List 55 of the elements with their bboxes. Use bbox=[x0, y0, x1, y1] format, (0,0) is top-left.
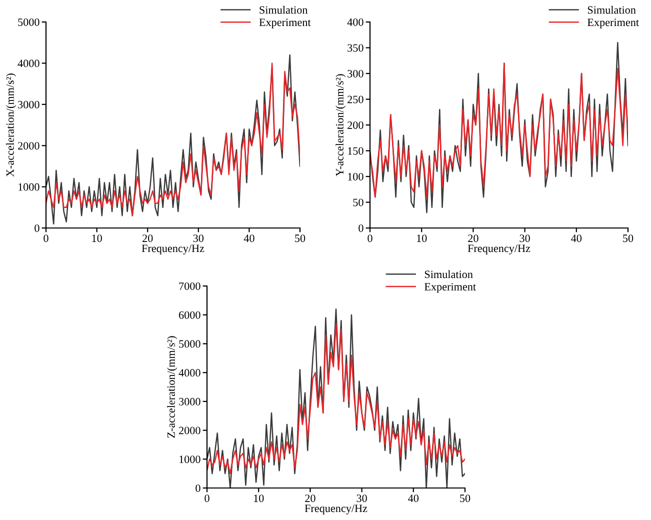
y-tick-label: 400 bbox=[347, 18, 364, 26]
y-tick-label: 350 bbox=[348, 44, 364, 52]
y-tick-label: 5000 bbox=[18, 18, 40, 26]
y-tick-label: 0 bbox=[196, 484, 200, 492]
line-series bbox=[207, 322, 465, 474]
y-tick-label: 2000 bbox=[18, 142, 40, 150]
y-tick-label: 100 bbox=[348, 172, 364, 180]
y-tick-label: 6000 bbox=[179, 311, 200, 319]
x-tick-label: 0 bbox=[44, 234, 48, 242]
legend-label: Experiment bbox=[259, 18, 311, 28]
x-tick-label: 40 bbox=[408, 494, 419, 502]
x-tick-label: 20 bbox=[305, 494, 316, 502]
y-tick-label: 3000 bbox=[179, 398, 200, 406]
y-tick-label: 150 bbox=[348, 147, 364, 155]
x-tick-label: 30 bbox=[520, 234, 530, 242]
y-tick-label: 4000 bbox=[178, 369, 200, 377]
x-tick-label: 50 bbox=[295, 234, 306, 242]
y-tick-label: 1000 bbox=[180, 456, 200, 464]
y-axis-title: Y-acceleration/(mm/s²) bbox=[336, 74, 346, 176]
legend-label: Simulation bbox=[588, 6, 636, 14]
x-tick-label: 0 bbox=[368, 234, 372, 242]
x-axis-title: Frequency/Hz bbox=[142, 244, 204, 254]
y-tick-label: 50 bbox=[353, 198, 364, 206]
x-tick-label: 30 bbox=[193, 234, 204, 242]
line-series bbox=[370, 62, 628, 198]
y-tick-label: 1000 bbox=[18, 183, 40, 191]
y-tick-label: 250 bbox=[348, 96, 364, 104]
x-tick-label: 30 bbox=[356, 494, 367, 502]
legend-label: Experiment bbox=[424, 283, 476, 293]
y-tick-label: 0 bbox=[34, 224, 40, 232]
x-tick-label: 40 bbox=[244, 234, 254, 242]
x-tick-label: 10 bbox=[417, 234, 427, 242]
x-tick-label: 50 bbox=[623, 234, 634, 242]
x-tick-label: 10 bbox=[92, 234, 102, 242]
y-tick-label: 2000 bbox=[179, 426, 200, 434]
x-tick-label: 40 bbox=[571, 234, 582, 242]
y-tick-label: 300 bbox=[348, 70, 364, 78]
y-axis-title: Z-acceleration/(mm/s²) bbox=[167, 336, 178, 438]
x-axis-title: Frequency/Hz bbox=[304, 504, 368, 514]
x-tick-label: 20 bbox=[468, 234, 478, 242]
legend-label: Simulation bbox=[424, 270, 473, 278]
x-tick-label: 20 bbox=[142, 234, 153, 242]
legend-label: Simulation bbox=[260, 6, 308, 14]
x-tick-label: 50 bbox=[460, 494, 470, 502]
y-tick-label: 5000 bbox=[179, 340, 200, 348]
y-tick-label: 0 bbox=[358, 224, 364, 232]
legend-label: Experiment bbox=[588, 18, 639, 28]
y-axis-title: X-acceleration/(mm/s²) bbox=[6, 74, 16, 177]
x-tick-label: 10 bbox=[254, 494, 264, 502]
y-tick-label: 200 bbox=[348, 121, 364, 129]
y-tick-label: 4000 bbox=[18, 60, 40, 68]
x-tick-label: 0 bbox=[204, 494, 210, 502]
y-tick-label: 7000 bbox=[179, 282, 200, 290]
y-tick-label: 3000 bbox=[18, 100, 40, 108]
x-axis-title: Frequency/Hz bbox=[468, 244, 530, 254]
